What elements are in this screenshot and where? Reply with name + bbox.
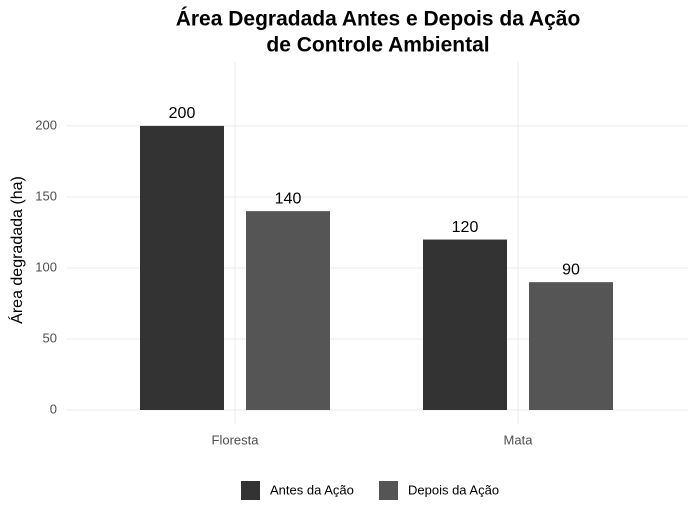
value-label: 200 xyxy=(169,105,196,122)
y-tick-label: 200 xyxy=(35,117,57,132)
legend-swatch xyxy=(241,481,260,500)
y-tick-label: 50 xyxy=(43,330,57,345)
y-tick-label: 0 xyxy=(50,401,57,416)
value-label: 120 xyxy=(452,219,479,236)
bar xyxy=(423,239,507,410)
chart-title: Área Degradada Antes e Depois da Ação xyxy=(176,8,581,31)
bar xyxy=(140,125,224,410)
x-tick-label: Floresta xyxy=(212,432,260,447)
legend-swatch xyxy=(379,481,398,500)
x-tick-label: Mata xyxy=(504,432,534,447)
bar xyxy=(529,282,613,410)
value-label: 90 xyxy=(562,261,580,278)
y-tick-label: 150 xyxy=(35,188,57,203)
legend-label: Antes da Ação xyxy=(270,482,354,497)
bar xyxy=(246,211,330,410)
legend-label: Depois da Ação xyxy=(408,482,499,497)
chart-title: de Controle Ambiental xyxy=(266,34,489,57)
y-axis-title: Área degradada (ha) xyxy=(7,176,26,324)
value-label: 140 xyxy=(275,190,302,207)
y-tick-label: 100 xyxy=(35,259,57,274)
